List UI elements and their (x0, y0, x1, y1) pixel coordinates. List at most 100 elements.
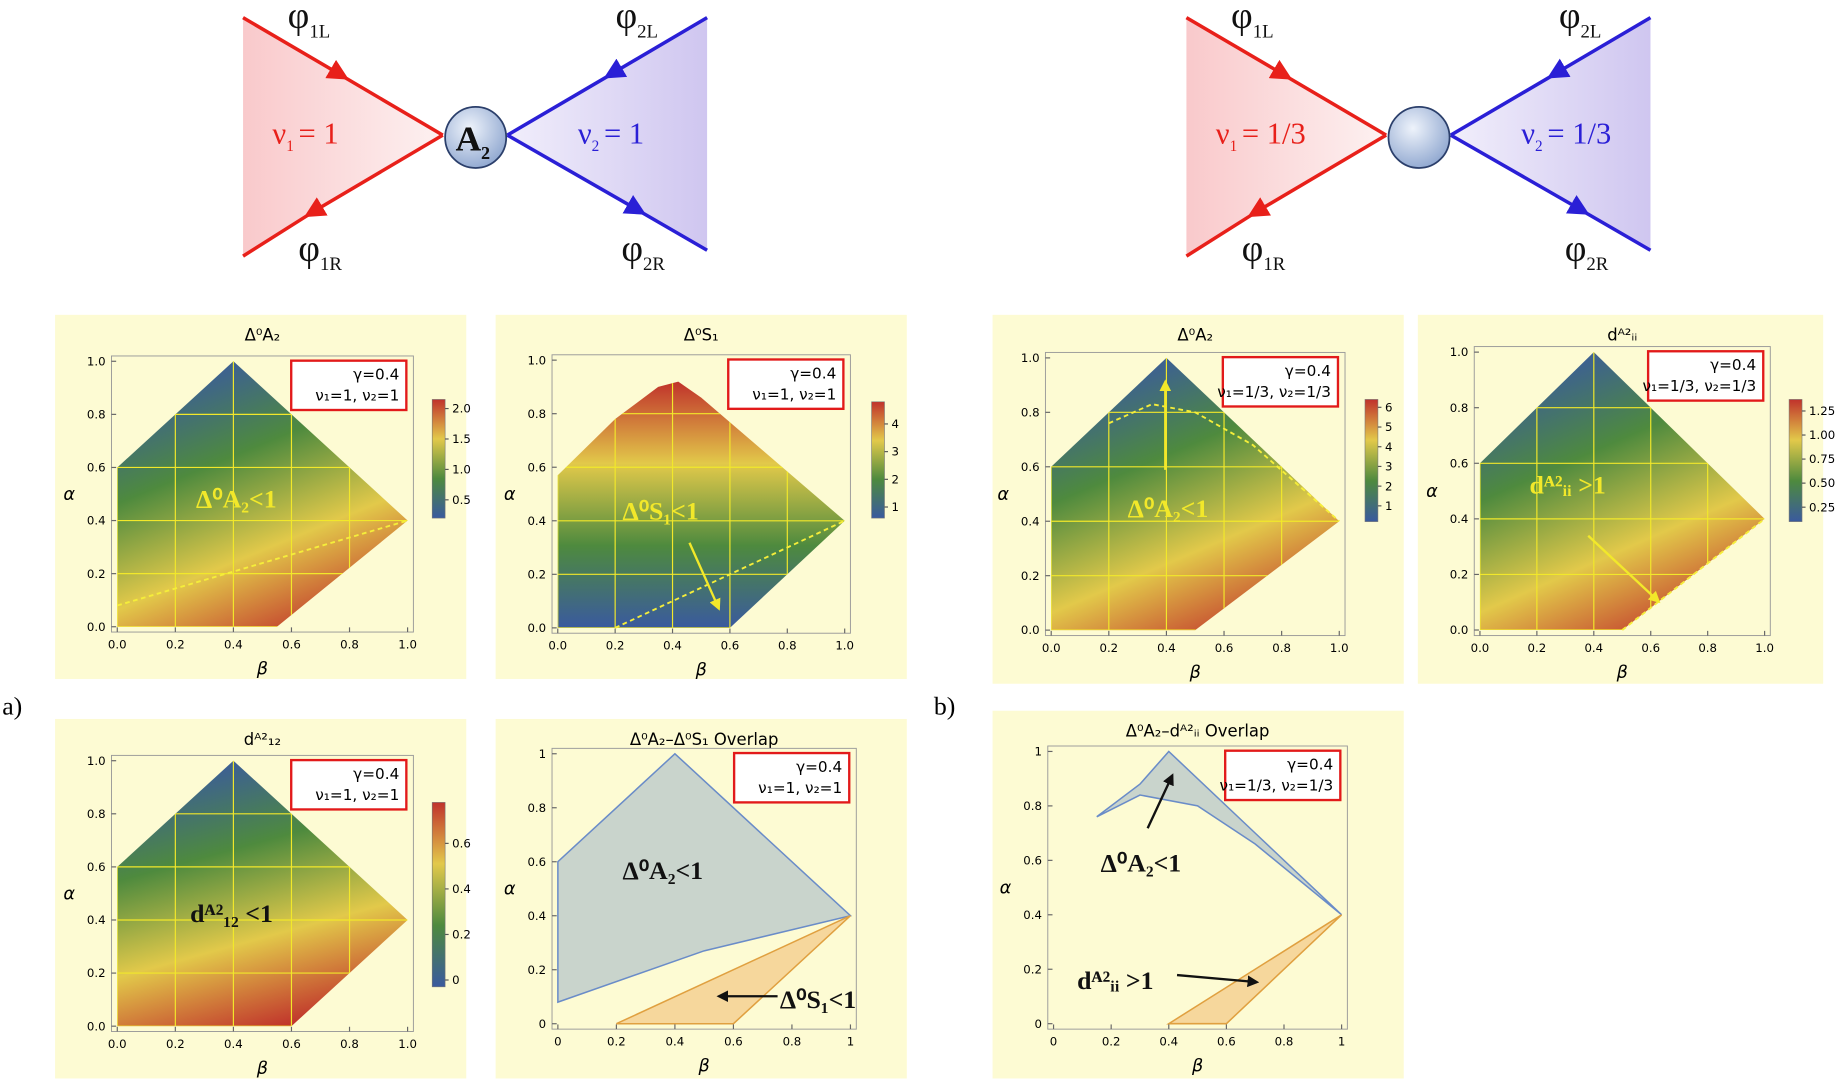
y-tick-label: 0.6 (1021, 460, 1040, 474)
nu-label: ν2 = 1/3 (1521, 116, 1611, 155)
y-tick-label: 0.6 (87, 860, 106, 874)
y-tick-label: 0.8 (527, 801, 546, 815)
edge (1449, 133, 1590, 215)
x-axis-label: β (698, 1056, 710, 1076)
node-label-base: A (456, 119, 482, 158)
y-tick-label: 0.2 (87, 567, 106, 581)
colorbar-tick-label: 1.0 (452, 463, 471, 477)
colorbar-tick-label: 0.2 (452, 928, 471, 942)
x-tick-label: 1.0 (835, 639, 854, 653)
node-label: A2 (456, 119, 490, 163)
x-tick-label: 0.2 (1099, 641, 1118, 655)
y-tick-label: 0.6 (1023, 853, 1042, 867)
annotation: Δ⁰S₁<1 (623, 496, 699, 525)
x-tick-label: 0.8 (783, 1035, 802, 1049)
x-tick-label: 0.4 (224, 1037, 243, 1051)
edge (1449, 73, 1554, 137)
colorbar-tick-label: 3 (892, 445, 899, 459)
edge (603, 16, 708, 79)
edge (304, 133, 444, 218)
colorbar (431, 399, 446, 519)
y-axis-label: α (504, 880, 516, 900)
colorbar-tick-label: 0.6 (452, 836, 471, 850)
phi-label-sub: 2R (643, 254, 665, 275)
phi-label-base: φ (298, 229, 320, 270)
plot-frame (551, 354, 851, 634)
x-tick-label: 0.8 (1698, 641, 1717, 655)
nu-label-value: = 1/3 (1242, 116, 1306, 150)
dashed-curve (1621, 518, 1766, 631)
colorbar-tick-label: 0.5 (452, 493, 471, 507)
x-tick-label: 1.0 (1755, 641, 1774, 655)
x-tick-label: 1.0 (398, 637, 417, 651)
x-tick-label: 0.2 (166, 1037, 185, 1051)
colorbar-tick-label: 1.00 (1809, 428, 1835, 442)
parameter-text: ν₁=1, ν₂=1 (752, 385, 836, 403)
phi-label-sub: 1L (309, 22, 330, 43)
nu-label-base: ν (578, 116, 592, 150)
y-tick-label: 0.0 (87, 1019, 106, 1033)
y-axis-label: α (63, 485, 75, 505)
x-axis-label: β (256, 659, 268, 679)
y-tick-label: 0.2 (527, 567, 546, 581)
colorbar-tick-label: 2 (1385, 479, 1392, 493)
x-tick-label: 0.6 (282, 1037, 301, 1051)
x-tick-label: 0.6 (721, 639, 740, 653)
parameter-text: γ=0.4 (353, 765, 399, 783)
nu-label-sub: 1 (1230, 138, 1238, 155)
x-tick-label: 0.2 (607, 1035, 626, 1049)
y-tick-label: 0.6 (527, 460, 546, 474)
phi-label-base: φ (1231, 0, 1253, 37)
colorbar-tick-label: 2.0 (452, 402, 471, 416)
parameter-text: ν₁=1/3, ν₂=1/3 (1220, 777, 1334, 795)
colorbar (871, 401, 885, 519)
heatmap-region (1479, 352, 1765, 631)
colorbar-tick-label: 6 (1385, 400, 1392, 414)
overlap-region (616, 915, 851, 1025)
x-tick-label: 1.0 (398, 1037, 417, 1051)
phi-label: φ2R (1565, 229, 1609, 275)
y-tick-label: 1.0 (1450, 345, 1469, 359)
parameter-text: γ=0.4 (1285, 362, 1331, 380)
x-tick-label: 0.2 (606, 639, 625, 653)
y-tick-label: 0.2 (1450, 568, 1469, 582)
node-label-base: A (456, 119, 482, 158)
x-tick-label: 0.8 (340, 637, 359, 651)
x-axis-label: β (1616, 663, 1628, 683)
edge (506, 73, 611, 137)
phi-label-base: φ (288, 0, 310, 37)
node-label-sub: 2 (481, 143, 490, 163)
overlap-region (1166, 914, 1343, 1025)
x-axis-label: β (256, 1059, 268, 1079)
colorbar-tick-label: 0 (452, 973, 459, 987)
parameter-text: ν₁=1, ν₂=1 (758, 779, 842, 797)
node (444, 106, 508, 169)
x-tick-label: 0.0 (1042, 641, 1061, 655)
left-wedge (243, 17, 443, 257)
right-wedge (507, 17, 708, 251)
x-tick-label: 1 (847, 1035, 854, 1049)
y-tick-label: 0.4 (87, 913, 106, 927)
edge (639, 209, 708, 252)
x-tick-label: 1 (1338, 1035, 1345, 1049)
nu-label-sub: 2 (1535, 138, 1543, 155)
parameter-box (1221, 355, 1340, 408)
y-tick-label: 0.8 (1023, 799, 1042, 813)
node (1387, 106, 1451, 169)
x-tick-label: 0.2 (1528, 641, 1547, 655)
annotation-arrow (1176, 973, 1260, 988)
annotation: dᴬ²ᵢᵢ >1 (1077, 966, 1153, 995)
annotation-arrow (688, 542, 721, 611)
y-axis-label: α (63, 884, 75, 904)
y-tick-label: 1.0 (527, 353, 546, 367)
y-tick-label: 0.2 (527, 963, 546, 977)
edge (1285, 74, 1388, 137)
y-tick-label: 0.4 (527, 909, 546, 923)
right-wedge (1450, 17, 1651, 251)
heatmap-region (1051, 357, 1340, 631)
nu-label-base: ν (1216, 116, 1230, 150)
nu-label: ν2 = 1 (578, 116, 644, 155)
x-tick-label: 0.0 (1471, 641, 1490, 655)
